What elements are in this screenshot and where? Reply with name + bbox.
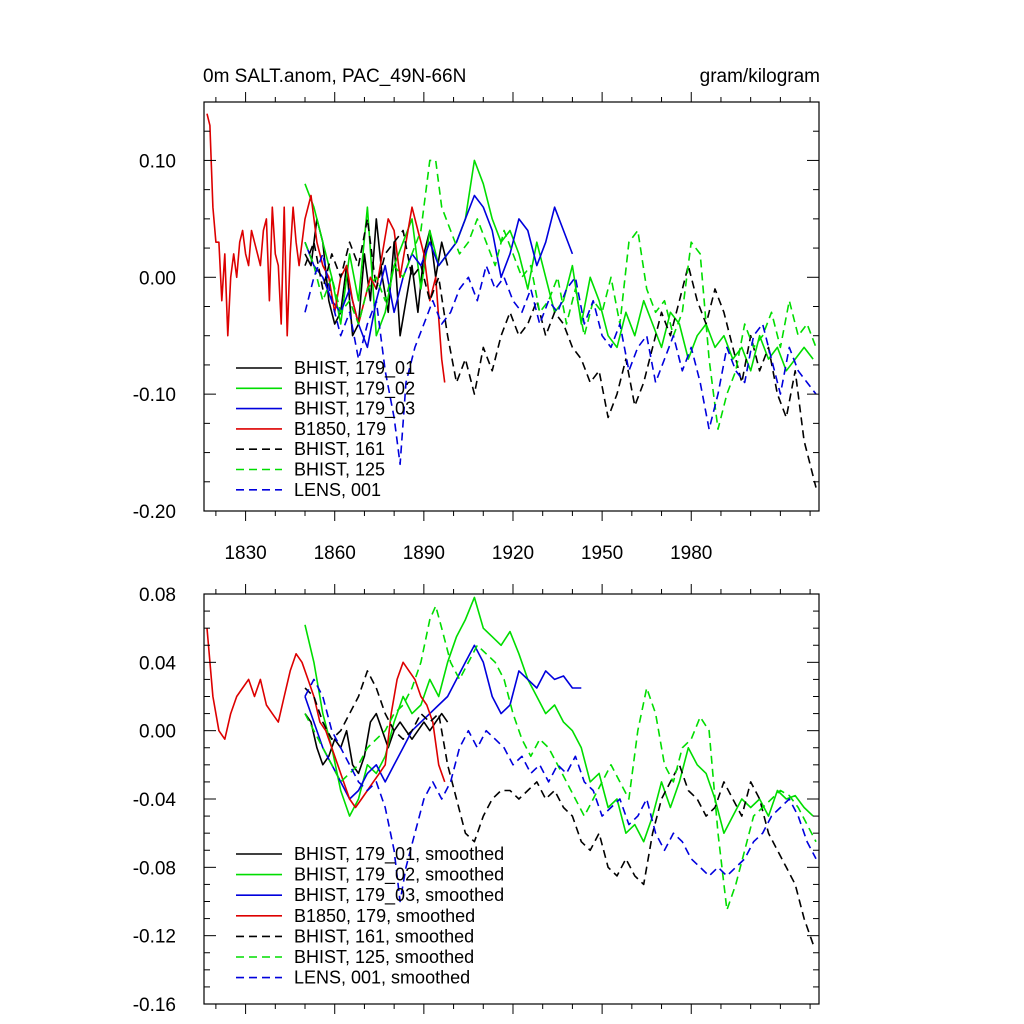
x-tick-label: 1860 <box>314 543 356 564</box>
series-line-b1850-179-smoothed <box>206 628 446 809</box>
series-line-lens-001-smoothed <box>304 678 817 903</box>
legend-label: BHIST, 179_01 <box>294 358 415 379</box>
legend-label: B1850, 179, smoothed <box>294 906 475 926</box>
y-tick-label: 0.08 <box>139 585 176 606</box>
y-tick-label: -0.16 <box>133 995 176 1016</box>
legend-label: B1850, 179 <box>294 419 386 439</box>
legend-label: LENS, 001, smoothed <box>294 968 470 988</box>
panel-title: 0m SALT.anom, PAC_49N-66N <box>203 66 466 87</box>
y-tick-label: -0.04 <box>133 790 177 811</box>
legend-label: BHIST, 179_03, smoothed <box>294 885 504 906</box>
legend-label: BHIST, 161 <box>294 439 385 459</box>
legend-label: BHIST, 125 <box>294 460 385 480</box>
x-tick-label: 1950 <box>581 543 623 564</box>
bottom-panel: -0.16 -0.12 -0.08 -0.04 0.00 0.04 0.08 BHIST, … <box>133 584 820 1016</box>
y-tick-label: 0.04 <box>139 653 176 674</box>
legend-label: BHIST, 179_02 <box>294 378 415 399</box>
series-line-bhist-179-03 <box>304 194 574 349</box>
y-tick-label: -0.08 <box>133 858 176 879</box>
series-layer <box>206 596 817 945</box>
series-line-bhist-125 <box>304 159 817 431</box>
y-tick-label: 0.10 <box>139 151 176 172</box>
axes: -0.16 -0.12 -0.08 -0.04 0.00 0.04 0.08 <box>133 584 820 1016</box>
legend-label: BHIST, 179_01, smoothed <box>294 844 504 865</box>
legend-label: BHIST, 179_02, smoothed <box>294 865 504 886</box>
x-tick-label: 1830 <box>224 543 266 564</box>
series-line-bhist-179-02-smoothed <box>304 596 814 843</box>
series-line-bhist-179-03-smoothed <box>304 644 582 800</box>
series-layer <box>206 113 817 488</box>
legend-label: LENS, 001 <box>294 480 381 500</box>
x-tick-label: 1890 <box>403 543 445 564</box>
y-tick-label: 0.00 <box>139 268 176 289</box>
y-tick-label: -0.20 <box>133 502 176 523</box>
x-tick-label: 1920 <box>492 543 534 564</box>
series-line-bhist-179-01-smoothed <box>304 712 449 775</box>
y-tick-label: -0.12 <box>133 927 176 948</box>
top-panel: 0m SALT.anom, PAC_49N-66N gram/kilogram … <box>133 66 820 564</box>
legend-label: BHIST, 161, smoothed <box>294 926 474 946</box>
series-line-b1850-179 <box>206 113 446 383</box>
series-line-lens-001 <box>304 253 817 466</box>
legend-label: BHIST, 179_03 <box>294 399 415 420</box>
legend-label: BHIST, 125, smoothed <box>294 947 474 967</box>
y-tick-label: 0.00 <box>139 722 176 743</box>
units-label: gram/kilogram <box>700 66 820 87</box>
series-line-bhist-161-smoothed <box>304 670 814 945</box>
axes: 1830 1860 1890 1920 1950 1980 -0.20 -0.10 0.00 0.… <box>133 92 820 564</box>
y-tick-label: -0.10 <box>133 385 176 406</box>
series-line-bhist-125-smoothed <box>304 605 817 911</box>
x-tick-label: 1980 <box>670 543 712 564</box>
